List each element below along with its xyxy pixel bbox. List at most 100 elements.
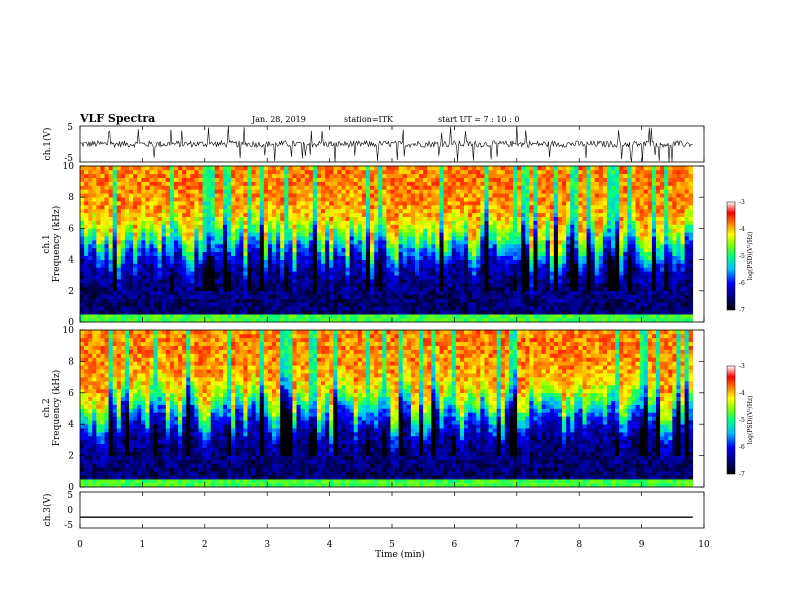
spectrogram-cell — [129, 216, 134, 221]
spectrogram-cell — [345, 271, 350, 276]
spectrogram-cell — [361, 236, 367, 241]
spectrogram-cell — [472, 201, 477, 206]
spectrogram-cell — [218, 173, 224, 178]
spectrogram-cell — [337, 302, 342, 307]
spectrogram-cell — [210, 240, 216, 245]
spectrogram-cell — [161, 201, 167, 206]
spectrogram-cell — [292, 212, 297, 217]
spectrogram-cell — [521, 263, 526, 268]
spectrogram-cell — [439, 271, 444, 276]
spectrogram-cell — [451, 271, 457, 276]
spectrogram-cell — [468, 279, 473, 284]
spectrogram-cell — [513, 189, 518, 194]
spectrogram-cell — [500, 247, 506, 253]
spectrogram-cell — [365, 197, 371, 202]
spectrogram-cell — [459, 193, 465, 198]
spectrogram-cell — [545, 275, 551, 280]
spectrogram-cell — [222, 177, 228, 182]
spectrogram-cell — [96, 314, 101, 319]
spectrogram-cell — [553, 290, 559, 295]
spectrogram-cell — [537, 298, 542, 303]
spectrogram-cell — [231, 314, 236, 319]
spectrogram-cell — [541, 212, 547, 217]
spectrogram-cell — [112, 177, 118, 182]
spectrogram-cell — [178, 201, 183, 206]
spectrogram-cell — [292, 232, 297, 237]
ch1-waveform-line — [79, 126, 693, 163]
spectrogram-cell — [464, 298, 469, 303]
spectrogram-cell — [178, 169, 183, 175]
spectrogram-cell — [378, 318, 383, 323]
spectrogram-cell — [251, 279, 256, 284]
spectrogram-cell — [255, 267, 261, 272]
spectrogram-cell — [325, 279, 330, 284]
spectrogram-cell — [374, 177, 379, 182]
spectrogram-cell — [145, 290, 150, 295]
spectrogram-cell — [394, 290, 399, 295]
spectrogram-cell — [533, 267, 538, 272]
spectrogram-cell — [137, 181, 142, 186]
spectrogram-cell — [439, 220, 444, 225]
spectrogram-cell — [120, 279, 126, 284]
spectrogram-cell — [570, 169, 575, 175]
spectrogram-cell — [529, 166, 534, 171]
spectrogram-cell — [243, 279, 248, 284]
spectrogram-cell — [108, 208, 113, 214]
spectrogram-cell — [390, 255, 395, 260]
spectrogram-cell — [239, 212, 244, 217]
spectrogram-cell — [104, 283, 109, 288]
spectrogram-cell — [508, 302, 514, 307]
spectrogram-cell — [120, 228, 126, 233]
spectrogram-cell — [427, 294, 432, 299]
spectrogram-cell — [443, 290, 448, 295]
spectrogram-cell — [100, 208, 105, 214]
spectrogram-cell — [549, 310, 555, 315]
spectrogram-cell — [300, 169, 305, 175]
spectrogram-cell — [137, 244, 142, 249]
spectrogram-cell — [312, 208, 318, 214]
spectrogram-cell — [304, 290, 310, 295]
spectrogram-cell — [447, 267, 453, 272]
spectrogram-cell — [104, 197, 109, 202]
spectrogram-cell — [549, 208, 555, 214]
spectrogram-cell — [161, 251, 167, 256]
spectrogram-cell — [169, 205, 175, 210]
spectrogram-cell — [308, 275, 314, 280]
spectrogram-cell — [288, 173, 293, 178]
spectrogram-cell — [353, 255, 359, 260]
spectrogram-cell — [153, 318, 158, 323]
spectrogram-cell — [141, 247, 146, 253]
spectrogram-cell — [259, 189, 265, 194]
spectrogram-cell — [545, 290, 551, 295]
spectrogram-cell — [194, 251, 199, 256]
spectrogram-cell — [525, 275, 530, 280]
spectrogram-cell — [227, 306, 232, 311]
spectrogram-cell — [337, 286, 342, 292]
spectrogram-cell — [157, 169, 163, 175]
spectrogram-cell — [267, 177, 273, 182]
spectrogram-cell — [406, 314, 412, 319]
spectrogram-cell — [104, 244, 109, 249]
spectrogram-cell — [443, 286, 448, 292]
spectrogram-cell — [329, 275, 334, 280]
spectrogram-cell — [521, 294, 526, 299]
spectrogram-cell — [394, 244, 399, 249]
spectrogram-cell — [443, 205, 448, 210]
spectrogram-cell — [206, 259, 212, 264]
spectrogram-cell — [361, 193, 367, 198]
spectrogram-cell — [108, 251, 113, 256]
spectrogram-cell — [133, 286, 138, 292]
spectrogram-cell — [276, 247, 281, 253]
spectrogram-cell — [537, 173, 542, 178]
spectrogram-cell — [480, 228, 485, 233]
spectrogram-cell — [104, 169, 109, 175]
spectrogram-cell — [214, 255, 220, 260]
spectrogram-cell — [198, 193, 203, 198]
spectrogram-cell — [496, 201, 502, 206]
spectrogram-cell — [394, 166, 399, 171]
spectrogram-cell — [374, 236, 379, 241]
spectrogram-cell — [259, 279, 265, 284]
spectrogram-cell — [267, 244, 273, 249]
spectrogram-cell — [529, 216, 534, 221]
spectrogram-cell — [161, 259, 167, 264]
